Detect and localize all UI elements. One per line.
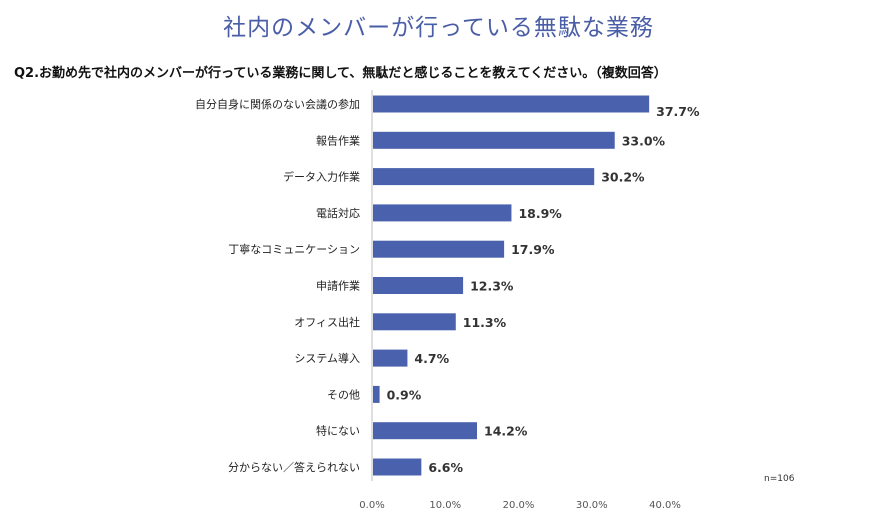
value-label: 14.2% bbox=[484, 424, 528, 439]
value-label: 37.7% bbox=[656, 104, 700, 119]
sample-size-note: n=106 bbox=[764, 474, 795, 484]
bar bbox=[373, 385, 380, 403]
category-label: 分からない／答えられない bbox=[228, 460, 360, 474]
bar bbox=[373, 349, 408, 367]
category-label: オフィス出社 bbox=[294, 315, 360, 329]
x-tick-label: 40.0% bbox=[649, 500, 681, 511]
value-label: 33.0% bbox=[622, 133, 666, 148]
category-label: 特にない bbox=[316, 424, 360, 438]
value-label: 6.6% bbox=[428, 460, 463, 475]
value-label: 17.9% bbox=[511, 242, 555, 257]
bar bbox=[373, 95, 650, 113]
value-label: 4.7% bbox=[414, 351, 449, 366]
category-label: その他 bbox=[327, 388, 360, 401]
bar bbox=[373, 277, 464, 294]
x-tick-label: 10.0% bbox=[429, 500, 461, 511]
bar bbox=[373, 313, 456, 331]
category-label: 報告作業 bbox=[316, 134, 360, 147]
value-label: 11.3% bbox=[463, 315, 507, 330]
value-label: 18.9% bbox=[518, 206, 562, 221]
x-tick-label: 30.0% bbox=[576, 500, 608, 511]
chart-title: 社内のメンバーが行っている無駄な業務 bbox=[223, 15, 654, 41]
x-tick-label: 20.0% bbox=[503, 500, 535, 511]
bar bbox=[373, 240, 505, 258]
question-subtitle: Q2.お勤め先で社内のメンバーが行っている業務に関して、無駄だと感じることを教え… bbox=[14, 66, 667, 81]
category-label: 申請作業 bbox=[316, 279, 360, 293]
x-tick-label: 0.0% bbox=[359, 500, 384, 511]
bar bbox=[373, 204, 512, 222]
bar bbox=[373, 422, 478, 440]
category-label: 丁寧なコミュニケーション bbox=[228, 242, 360, 256]
bar bbox=[373, 131, 615, 149]
category-label: データ入力作業 bbox=[283, 170, 360, 184]
value-label: 12.3% bbox=[470, 279, 514, 294]
category-label: 自分自身に関係のない会議の参加 bbox=[195, 97, 360, 111]
category-label: 電話対応 bbox=[316, 206, 360, 220]
value-label: 30.2% bbox=[601, 170, 645, 185]
category-label: システム導入 bbox=[294, 351, 360, 365]
bar bbox=[373, 458, 422, 476]
value-label: 0.9% bbox=[387, 387, 422, 402]
bar bbox=[373, 168, 595, 186]
